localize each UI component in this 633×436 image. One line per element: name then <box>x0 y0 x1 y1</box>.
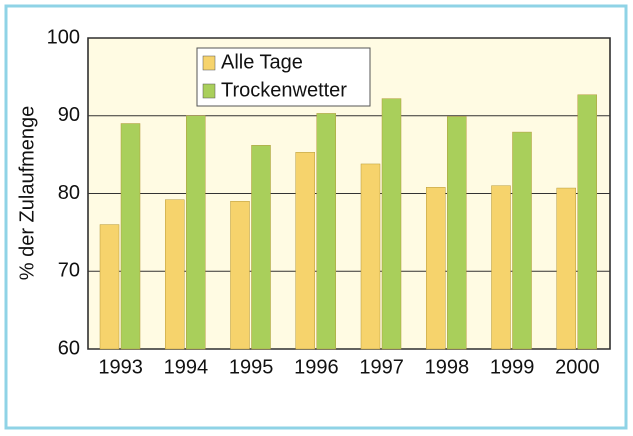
legend-swatch <box>202 55 216 71</box>
legend-label: Alle Tage <box>221 51 303 73</box>
bar <box>120 123 141 350</box>
y-tick-label: 80 <box>58 182 80 204</box>
bar <box>186 115 206 350</box>
legend-box <box>196 47 371 107</box>
bar <box>295 152 315 350</box>
bar <box>512 131 532 350</box>
bar <box>99 224 120 350</box>
bar <box>251 145 271 350</box>
y-tick-label: 90 <box>58 104 80 126</box>
y-axis-label: % der Zulaufmenge <box>16 106 38 281</box>
x-tick-label: 1995 <box>229 356 274 378</box>
x-tick-label: 1996 <box>294 356 339 378</box>
y-tick-label: 60 <box>58 337 80 359</box>
bar <box>447 116 467 350</box>
bar <box>426 187 446 350</box>
x-tick-label: 1993 <box>98 356 143 378</box>
bar <box>491 185 511 350</box>
y-tick-label: 100 <box>47 26 80 48</box>
x-tick-label: 1998 <box>425 356 470 378</box>
bar <box>165 199 185 350</box>
x-tick-label: 1997 <box>359 356 404 378</box>
bar <box>360 163 381 350</box>
y-tick-label: 70 <box>58 260 80 282</box>
bar <box>577 94 597 350</box>
bar <box>230 201 250 350</box>
bar <box>381 98 402 350</box>
x-tick-label: 1994 <box>164 356 209 378</box>
legend-label: Trockenwetter <box>221 79 347 101</box>
bar <box>556 187 576 350</box>
x-tick-label: 1999 <box>490 356 535 378</box>
legend-swatch <box>202 83 216 99</box>
x-tick-label: 2000 <box>555 356 600 378</box>
bar <box>316 113 336 350</box>
